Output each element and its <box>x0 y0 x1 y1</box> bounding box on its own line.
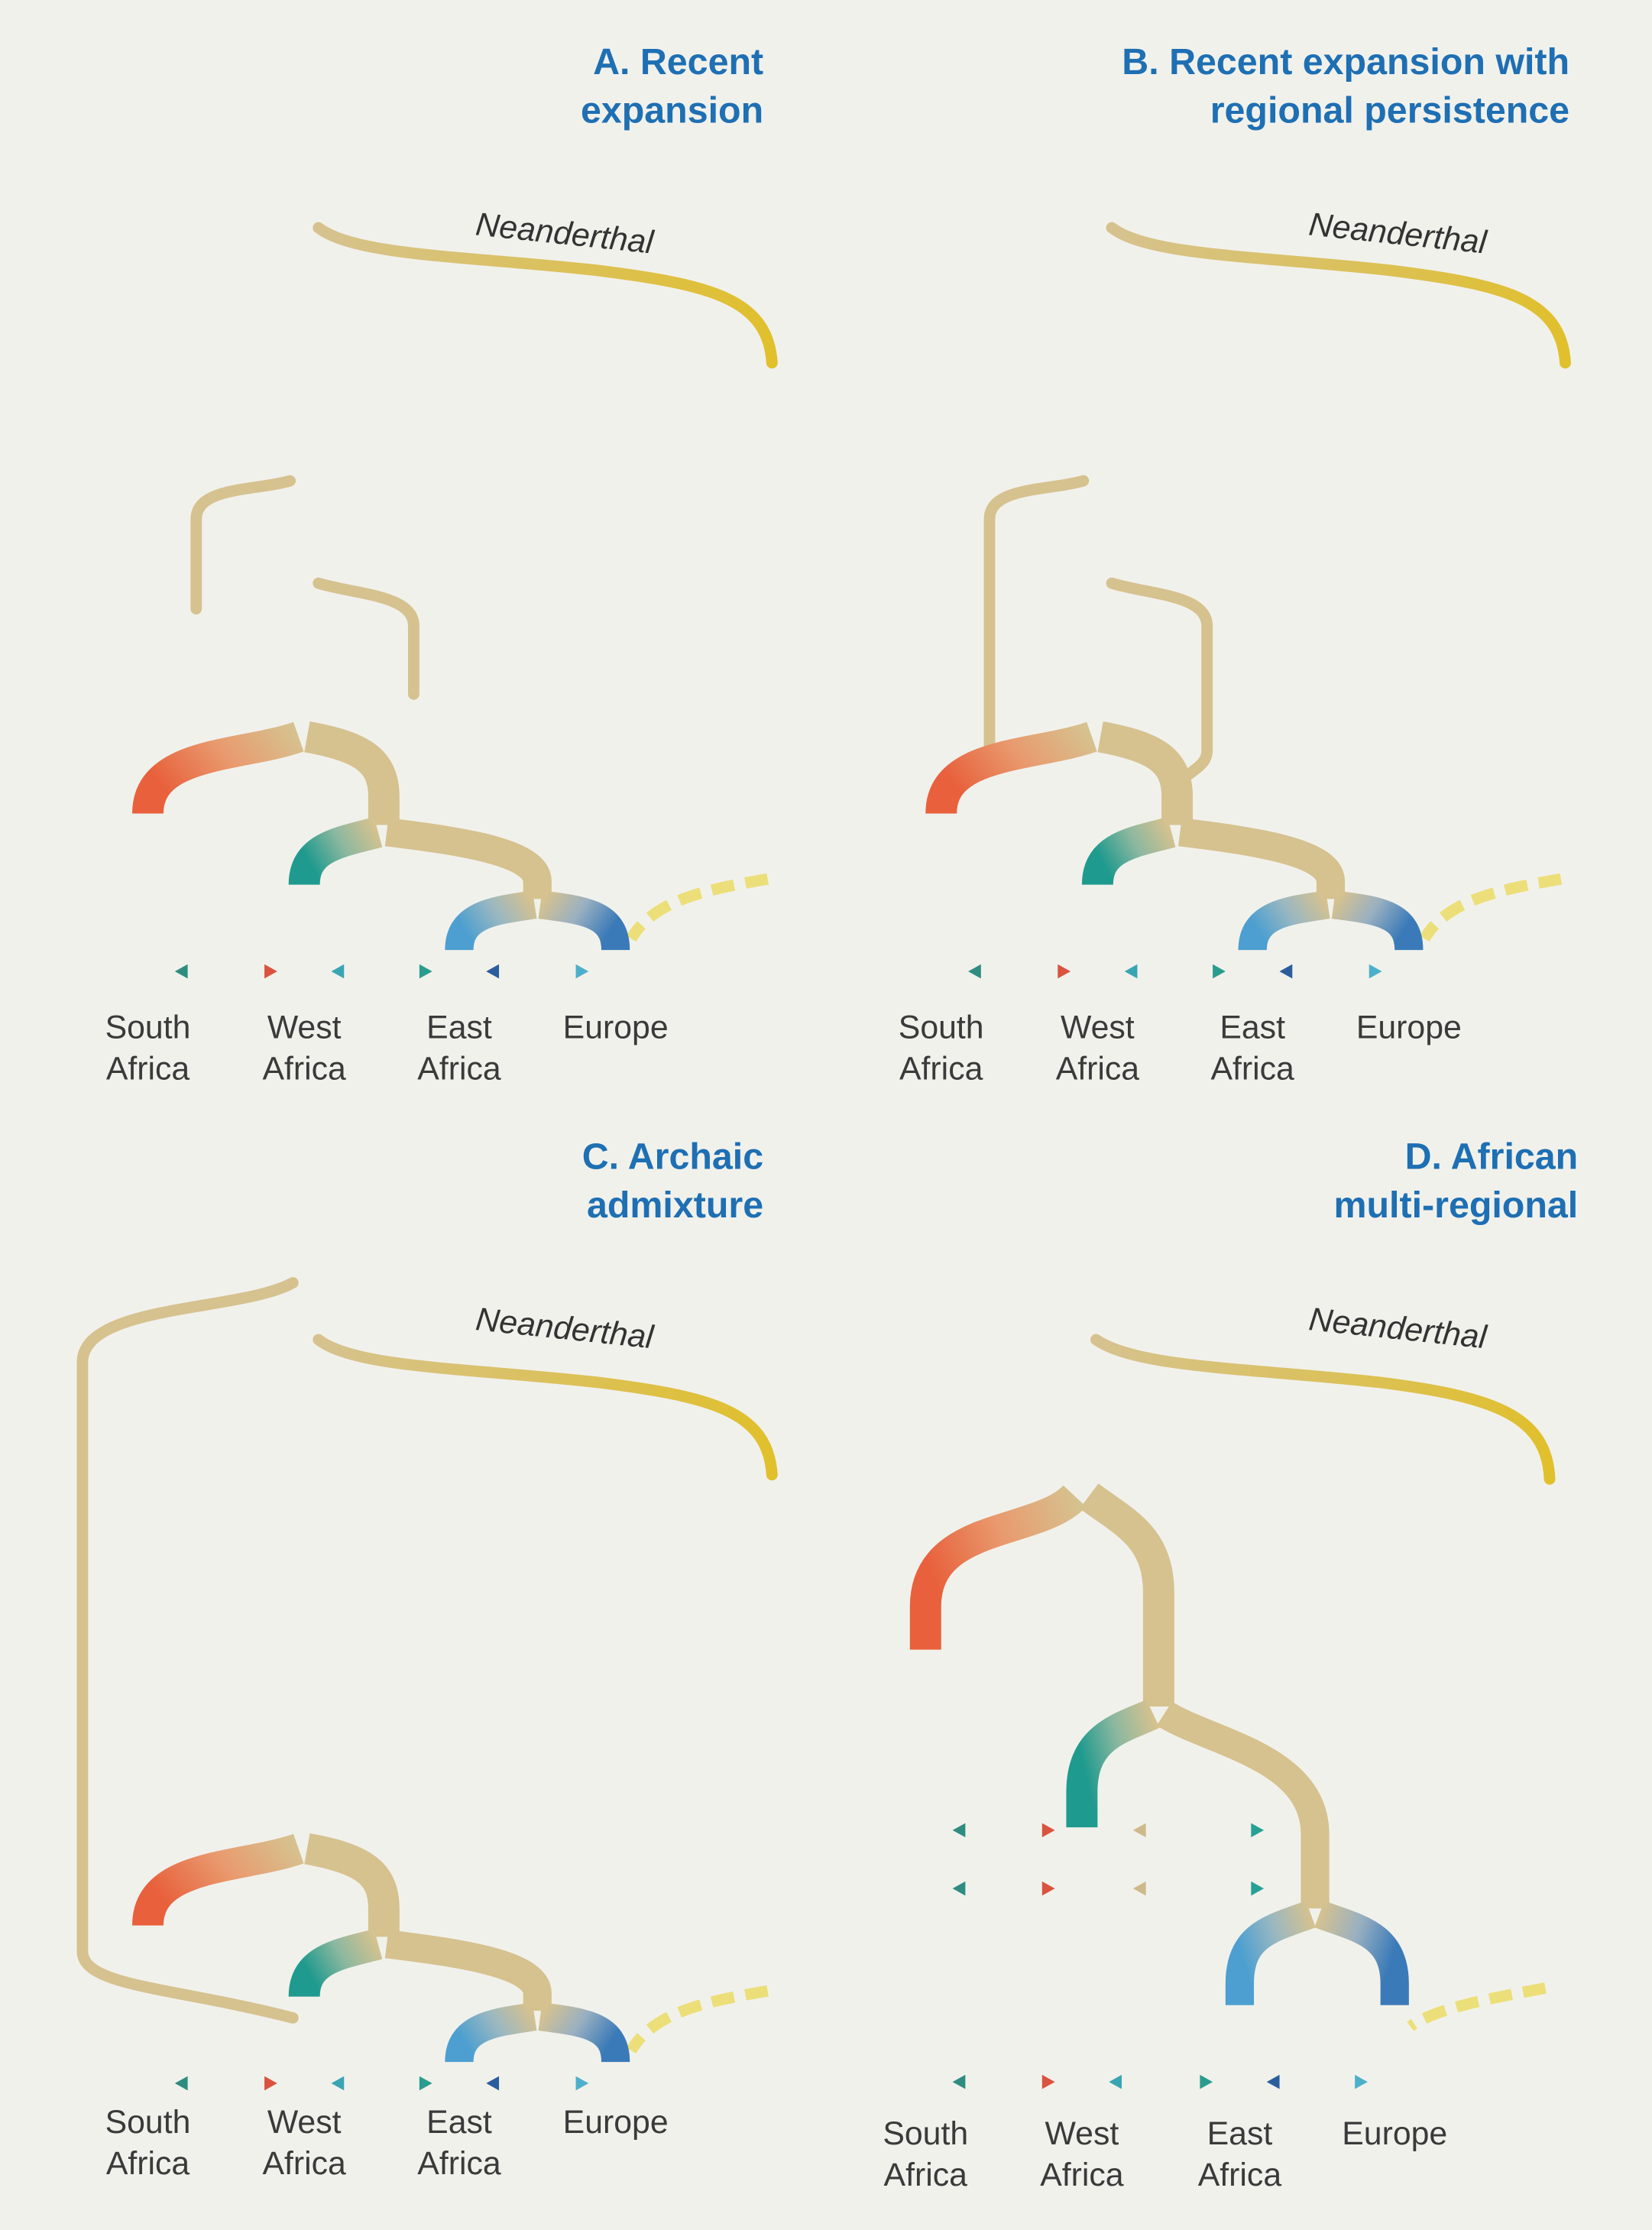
south-africa-arc <box>909 1484 1087 1650</box>
extinct-archaic-branch-left <box>190 475 296 615</box>
gene-flow-arrow-south-west <box>952 1823 1055 1838</box>
east-africa-arc <box>445 2002 537 2063</box>
ancestral-right-arc <box>304 1833 400 1937</box>
panel-title-line: C. Archaic <box>582 1136 763 1178</box>
out-of-africa-branch <box>1156 1701 1330 1909</box>
gene-flow-arrow-south-west <box>968 964 1071 979</box>
panel-title-line: D. African <box>1405 1136 1579 1178</box>
neanderthal-branch <box>313 1334 778 1481</box>
neanderthal-label: Neanderthal <box>474 1301 656 1356</box>
west-africa-arc <box>1066 1699 1160 1828</box>
gene-flow-arrow-east-europe <box>1279 964 1382 979</box>
panel-d: D. African multi-regional Neanderthal South… <box>883 1136 1578 2193</box>
population-label: Africa <box>884 2157 968 2193</box>
neanderthal-introgression <box>1407 1982 1547 2031</box>
panel-c: C. Archaic admixture Neanderthal South Afric… <box>76 1136 778 2182</box>
gene-flow-arrow-south-west <box>952 1881 1055 1896</box>
ancestral-right-arc <box>304 721 400 825</box>
gene-flow-arrow-east-europe <box>486 964 589 979</box>
population-label: East <box>426 2104 492 2141</box>
population-label: West <box>267 2104 342 2141</box>
neanderthal-branch <box>1090 1334 1556 1485</box>
neanderthal-introgression <box>1419 873 1563 942</box>
out-of-africa-branch <box>384 1930 552 2011</box>
west-africa-arc <box>288 1928 383 1998</box>
gene-flow-arrow-east-europe <box>1266 2074 1368 2089</box>
population-label: South <box>899 1010 984 1046</box>
gene-flow-arrow-south-west <box>174 964 277 979</box>
gene-flow-arrow-west-east <box>331 2076 432 2091</box>
ancestral-right-arc <box>1079 1483 1174 1707</box>
extinct-archaic-branch-right <box>313 577 419 700</box>
gene-flow-arrow-east-europe <box>486 2076 589 2091</box>
east-africa-arc <box>1238 890 1330 951</box>
neanderthal-introgression <box>626 873 769 942</box>
population-label: West <box>1061 1010 1135 1046</box>
neanderthal-introgression <box>626 1985 769 2054</box>
panel-title-line: admixture <box>587 1185 763 1226</box>
gene-flow-arrow-west-ancestral <box>1132 1881 1265 1896</box>
east-africa-arc <box>445 890 537 951</box>
population-label: Europe <box>1342 2115 1447 2152</box>
europe-arc <box>1331 890 1424 951</box>
neanderthal-label: Neanderthal <box>474 206 656 261</box>
out-of-africa-branch <box>384 818 552 899</box>
east-africa-arc <box>1225 1901 1316 2005</box>
gene-flow-arrow-west-east <box>331 964 432 979</box>
population-label: Africa <box>899 1050 983 1087</box>
population-label: East <box>1207 2115 1273 2152</box>
population-label: Africa <box>262 1050 346 1087</box>
south-africa-arc <box>925 721 1097 815</box>
panel-title-line: expansion <box>581 89 763 131</box>
neanderthal-label: Neanderthal <box>1307 206 1489 261</box>
west-africa-arc <box>1081 816 1176 886</box>
neanderthal-branch <box>313 222 778 369</box>
gene-flow-arrow-south-west <box>952 2074 1055 2089</box>
neanderthal-branch <box>1106 222 1571 369</box>
population-label: East <box>1220 1010 1285 1046</box>
panel-title-line: regional persistence <box>1210 89 1569 131</box>
panel-a: A. Recent expansion Neanderthal South Africa… <box>105 41 778 1087</box>
population-label: Africa <box>106 2145 190 2182</box>
gene-flow-arrow-west-east <box>1124 964 1226 979</box>
europe-arc <box>1314 1901 1409 2005</box>
population-label: Africa <box>262 2145 346 2182</box>
population-label: South <box>105 2104 191 2141</box>
population-label: Africa <box>1198 2157 1282 2193</box>
south-africa-arc <box>132 1833 304 1927</box>
gene-flow-arrow-south-west <box>174 2076 277 2091</box>
population-label: Europe <box>563 2104 669 2141</box>
out-of-africa-branch <box>1178 818 1346 899</box>
population-label: Africa <box>417 1050 501 1087</box>
gene-flow-arrow-west-east <box>1109 2074 1213 2089</box>
ancestral-right-arc <box>1097 721 1194 825</box>
population-label: South <box>105 1010 191 1046</box>
europe-arc <box>538 2002 630 2063</box>
europe-arc <box>538 890 630 951</box>
persistent-archaic-branch-left <box>983 475 1090 753</box>
neanderthal-label: Neanderthal <box>1307 1301 1489 1356</box>
population-label: Africa <box>106 1050 190 1087</box>
population-label: Africa <box>1040 2157 1124 2193</box>
population-label: Africa <box>417 2145 501 2182</box>
panel-b: B. Recent expansion with regional persist… <box>899 41 1571 1087</box>
west-africa-arc <box>288 816 383 886</box>
panel-title-line: A. Recent <box>593 41 763 83</box>
population-label: West <box>1045 2115 1119 2152</box>
gene-flow-arrow-west-ancestral <box>1132 1823 1265 1838</box>
persistent-archaic-branch-right <box>1106 577 1213 783</box>
population-label: Europe <box>563 1010 669 1046</box>
population-label: South <box>883 2115 968 2152</box>
archaic-admixture-branch <box>76 1277 299 2024</box>
panel-title-line: B. Recent expansion with <box>1122 41 1569 83</box>
population-label: West <box>267 1010 342 1046</box>
population-label: Africa <box>1210 1050 1294 1087</box>
south-africa-arc <box>132 721 304 815</box>
panel-title-line: multi-regional <box>1334 1185 1579 1226</box>
population-label: Europe <box>1356 1010 1462 1046</box>
population-label: Africa <box>1056 1050 1140 1087</box>
population-label: East <box>426 1010 492 1046</box>
